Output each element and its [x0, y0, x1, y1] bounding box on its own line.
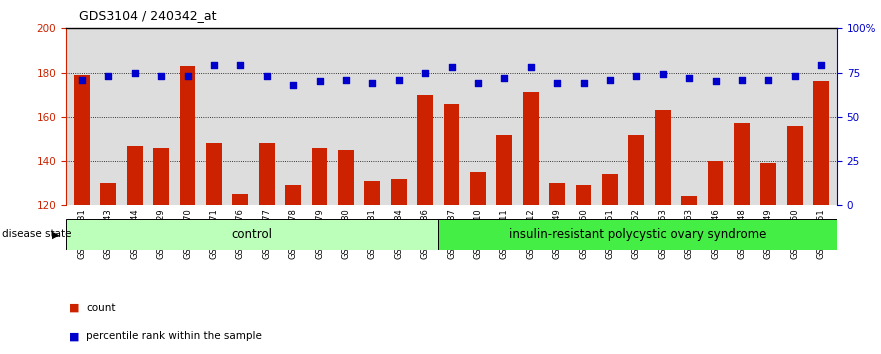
Bar	[418, 95, 433, 205]
Point	[366, 80, 380, 86]
Point	[470, 80, 485, 86]
Point	[655, 72, 670, 77]
Point	[181, 73, 195, 79]
Text: ■: ■	[69, 331, 79, 341]
Point	[603, 77, 617, 82]
Point	[761, 77, 775, 82]
Point	[788, 73, 802, 79]
Bar	[153, 148, 169, 205]
Point	[629, 73, 643, 79]
Bar	[285, 185, 301, 205]
Point	[576, 80, 590, 86]
Bar	[496, 135, 512, 205]
Text: GDS3104 / 240342_at: GDS3104 / 240342_at	[79, 9, 217, 22]
Bar	[439, 219, 837, 250]
Point	[497, 75, 511, 81]
Point	[207, 63, 221, 68]
Point	[339, 77, 353, 82]
Point	[260, 73, 274, 79]
Bar	[365, 181, 381, 205]
Bar	[312, 148, 328, 205]
Bar	[602, 174, 618, 205]
Bar	[127, 145, 143, 205]
Point	[550, 80, 564, 86]
Point	[233, 63, 248, 68]
Point	[735, 77, 749, 82]
Bar	[74, 75, 90, 205]
Point	[75, 77, 89, 82]
Bar	[233, 194, 248, 205]
Bar	[470, 172, 485, 205]
Bar	[813, 81, 829, 205]
Bar	[734, 124, 750, 205]
Point	[128, 70, 142, 75]
Bar	[575, 185, 591, 205]
Point	[101, 73, 115, 79]
Text: insulin-resistant polycystic ovary syndrome: insulin-resistant polycystic ovary syndr…	[509, 228, 766, 241]
Bar	[66, 219, 439, 250]
Bar	[100, 183, 116, 205]
Point	[444, 64, 458, 70]
Bar	[259, 143, 275, 205]
Point	[708, 79, 722, 84]
Bar	[707, 161, 723, 205]
Point	[523, 64, 537, 70]
Text: ▶: ▶	[52, 229, 60, 239]
Point	[392, 77, 406, 82]
Point	[313, 79, 327, 84]
Point	[418, 70, 433, 75]
Point	[682, 75, 696, 81]
Point	[154, 73, 168, 79]
Bar	[549, 183, 565, 205]
Bar	[444, 103, 459, 205]
Bar	[787, 126, 803, 205]
Text: percentile rank within the sample: percentile rank within the sample	[86, 331, 263, 341]
Bar	[760, 163, 776, 205]
Point	[286, 82, 300, 88]
Bar	[681, 196, 697, 205]
Bar	[206, 143, 222, 205]
Point	[814, 63, 828, 68]
Bar	[338, 150, 354, 205]
Text: count: count	[86, 303, 115, 313]
Bar	[628, 135, 644, 205]
Text: disease state: disease state	[2, 229, 71, 239]
Bar	[522, 92, 538, 205]
Text: ■: ■	[69, 303, 79, 313]
Bar	[655, 110, 670, 205]
Text: control: control	[232, 228, 273, 241]
Bar	[180, 66, 196, 205]
Bar	[391, 179, 407, 205]
